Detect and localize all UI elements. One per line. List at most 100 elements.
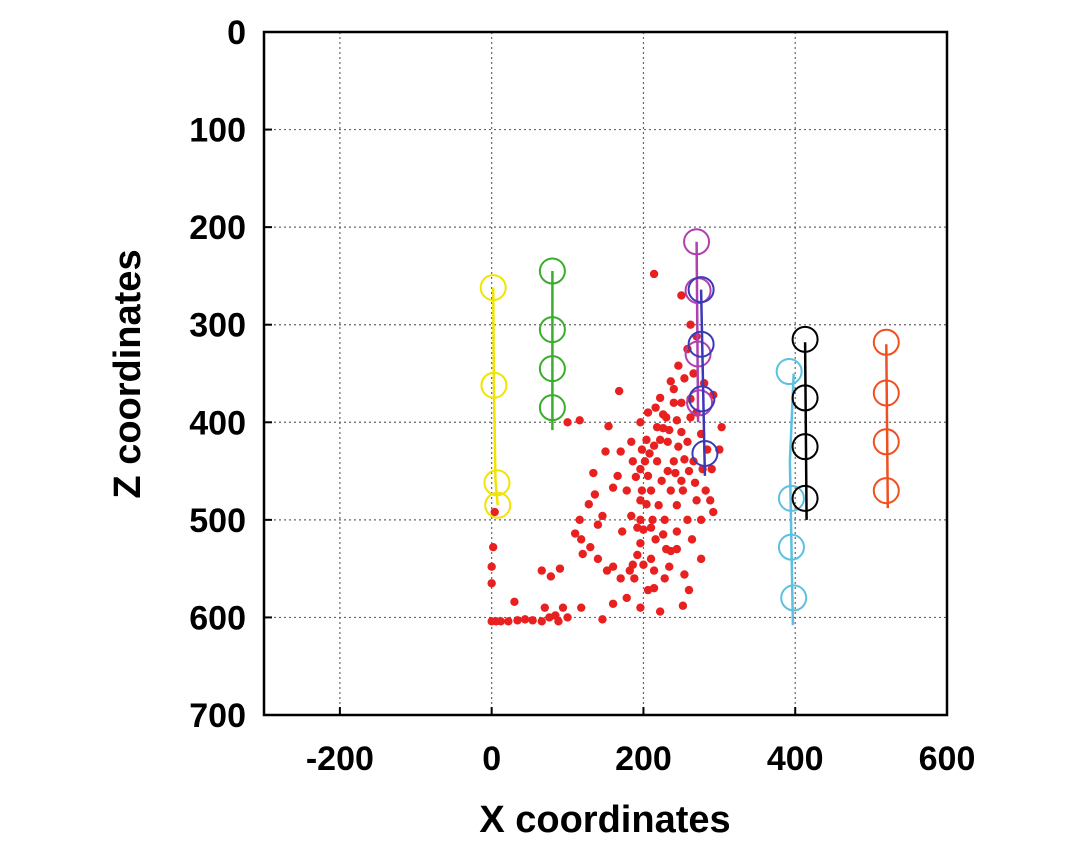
event-point	[680, 455, 689, 464]
event-point	[645, 449, 654, 458]
event-point	[655, 607, 665, 616]
y-tick-label: 100	[189, 112, 246, 150]
well-series	[791, 325, 819, 520]
well-series	[687, 276, 719, 476]
event-point	[642, 500, 651, 509]
event-point	[490, 507, 499, 517]
event-point	[678, 601, 688, 610]
event-point	[677, 427, 686, 437]
event-point	[636, 418, 645, 427]
event-point	[602, 566, 612, 575]
event-point	[649, 269, 659, 279]
event-point	[669, 384, 678, 394]
event-point	[692, 496, 701, 505]
event-point	[617, 527, 627, 536]
well-trace-line	[788, 373, 795, 626]
event-point	[701, 486, 710, 495]
event-point	[537, 566, 546, 575]
event-point	[672, 416, 682, 425]
event-points	[487, 269, 726, 626]
event-point	[696, 515, 706, 525]
event-point	[488, 542, 498, 552]
event-point	[643, 471, 653, 481]
event-point	[593, 554, 603, 564]
event-point	[504, 617, 513, 626]
event-point	[487, 617, 496, 626]
event-point	[570, 529, 580, 538]
event-point	[537, 617, 546, 626]
event-point	[665, 562, 674, 571]
receiver-marker	[791, 484, 819, 512]
event-point	[487, 579, 496, 588]
receiver-marker	[780, 584, 808, 612]
event-point	[689, 369, 698, 378]
event-point	[655, 435, 665, 445]
receiver-marker	[483, 469, 511, 497]
data-series	[479, 228, 900, 626]
x-tick-label: 600	[919, 740, 976, 778]
event-point	[678, 486, 688, 495]
tick-marks	[264, 31, 948, 716]
event-point	[686, 413, 695, 422]
event-point	[608, 599, 618, 608]
well-trace-line	[885, 344, 890, 509]
y-tick-label: 300	[189, 307, 246, 345]
event-point	[663, 437, 672, 446]
event-point	[520, 615, 530, 624]
event-point	[646, 486, 656, 495]
receiver-marker	[538, 257, 566, 285]
event-point	[709, 507, 718, 517]
event-point	[666, 486, 675, 495]
y-tick-label: 600	[189, 599, 246, 637]
y-tick-label: 200	[189, 209, 246, 247]
event-point	[616, 447, 625, 456]
event-point	[513, 616, 522, 625]
event-point	[669, 398, 678, 407]
y-tick-label: 400	[189, 404, 246, 442]
event-point	[608, 562, 618, 571]
receiver-marker	[777, 533, 805, 561]
x-tick-label: 0	[482, 740, 501, 778]
event-point	[563, 418, 572, 427]
event-point	[640, 457, 650, 466]
event-point	[646, 523, 656, 532]
event-point	[528, 616, 537, 625]
well-series	[479, 274, 512, 519]
event-point	[649, 583, 659, 593]
event-point	[658, 530, 668, 539]
event-point	[652, 457, 662, 466]
event-point	[636, 496, 645, 505]
event-point	[540, 603, 549, 612]
event-point	[545, 613, 554, 622]
event-point	[598, 511, 607, 521]
event-point	[586, 542, 595, 552]
event-point	[633, 550, 642, 560]
receiver-marker	[538, 355, 566, 383]
y-axis-label: Z coordinates	[107, 249, 149, 498]
receiver-marker	[872, 328, 900, 356]
receiver-marker	[791, 384, 819, 412]
receiver-marker	[538, 316, 566, 344]
event-point	[637, 445, 647, 454]
receiver-marker	[872, 428, 900, 456]
event-point	[625, 566, 634, 575]
receiver-marker	[538, 394, 566, 422]
event-point	[690, 478, 700, 487]
event-point	[687, 535, 697, 544]
event-point	[674, 361, 683, 370]
event-point	[666, 377, 675, 386]
event-point	[649, 566, 659, 575]
event-point	[616, 574, 625, 583]
event-point	[683, 515, 692, 525]
event-point	[672, 501, 682, 510]
event-point	[672, 544, 682, 554]
event-point	[672, 527, 682, 536]
event-point	[660, 574, 669, 583]
receiver-marker	[480, 371, 508, 399]
event-point	[630, 574, 639, 583]
receiver-marker	[775, 358, 803, 386]
event-point	[669, 457, 678, 466]
event-point	[658, 410, 668, 419]
event-point	[628, 457, 638, 466]
